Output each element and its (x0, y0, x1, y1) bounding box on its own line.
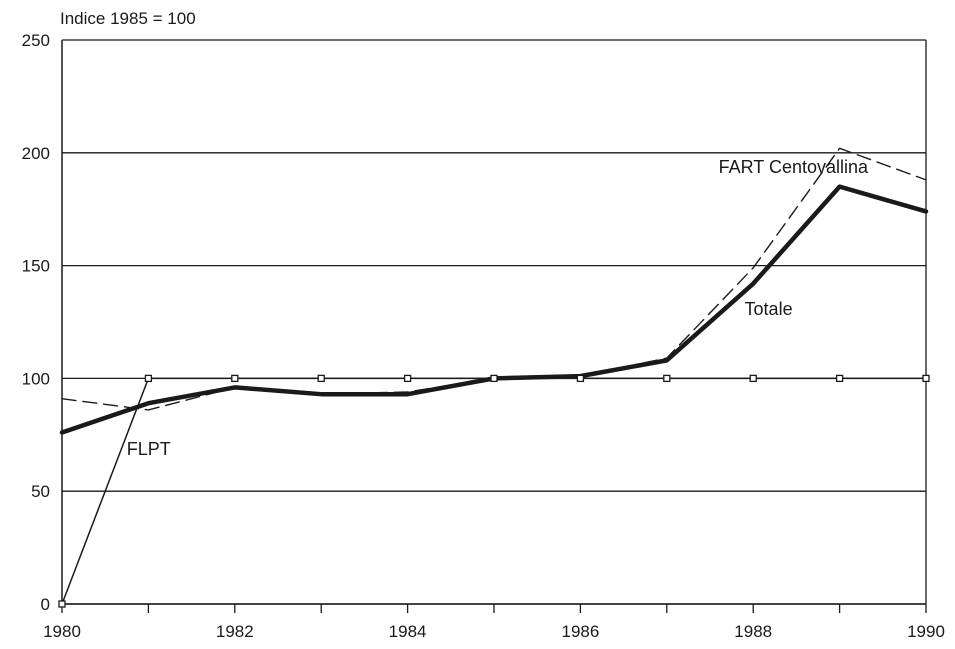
y-axis-label: Indice 1985 = 100 (60, 9, 196, 28)
data-point-flpt-1989 (835, 374, 844, 383)
y-tick-label-250: 250 (22, 31, 50, 50)
y-tick-label-150: 150 (22, 257, 50, 276)
x-tick-label-1986: 1986 (561, 622, 599, 641)
series-label-fart-centovallina: FART Centovallina (719, 157, 869, 177)
y-tick-label-0: 0 (41, 595, 50, 614)
axes (61, 40, 927, 613)
data-point-flpt-1990 (922, 374, 930, 383)
y-tick-label-100: 100 (22, 369, 50, 388)
x-tick-label-1988: 1988 (734, 622, 772, 641)
x-tick-label-1990: 1990 (907, 622, 945, 641)
gridlines (62, 39, 926, 605)
series-line-fart-centovallina (61, 147, 927, 411)
data-point-flpt-1985 (490, 374, 498, 383)
series-annotations: FART Centovallina Totale FLPT (127, 157, 869, 459)
series-label-flpt: FLPT (127, 439, 171, 459)
y-tick-label-50: 50 (31, 482, 50, 501)
data-point-flpt-1981 (144, 374, 153, 383)
data-point-flpt-1980 (58, 600, 66, 608)
data-point-flpt-1986 (576, 374, 585, 383)
data-point-flpt-1987 (663, 374, 671, 383)
x-tick-label-1980: 1980 (43, 622, 81, 641)
x-tick-label-1982: 1982 (216, 622, 254, 641)
data-point-flpt-1988 (749, 374, 757, 383)
y-tick-label-200: 200 (22, 144, 50, 163)
data-point-flpt-1984 (403, 374, 412, 383)
data-point-flpt-1983 (317, 374, 325, 383)
tick-labels: 0 50 100 150 200 250 1980 1982 1984 1986 1988 1990 (22, 31, 945, 641)
series-line-totale (59, 184, 929, 435)
series-markers (58, 374, 930, 608)
series-label-totale: Totale (745, 299, 793, 319)
x-tick-label-1984: 1984 (389, 622, 427, 641)
data-point-flpt-1982 (231, 374, 239, 383)
